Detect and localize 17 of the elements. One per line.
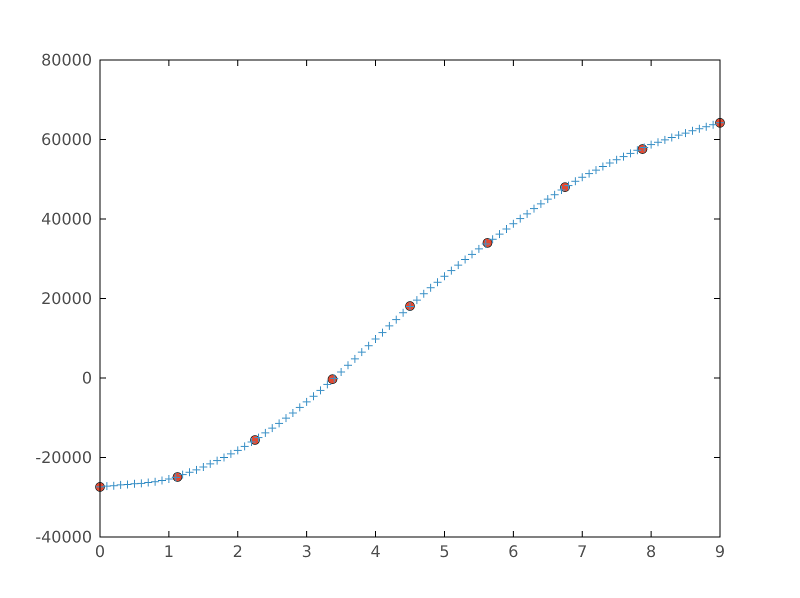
- x-tick-label: 9: [714, 542, 726, 561]
- y-tick-label: -40000: [35, 528, 92, 547]
- y-tick-label: 60000: [41, 130, 92, 150]
- x-tick-label: 4: [370, 542, 381, 561]
- y-tick-label: 0: [82, 368, 92, 388]
- x-tick-label: 8: [646, 542, 656, 561]
- y-tick-label: 40000: [41, 210, 92, 229]
- x-tick-label: 5: [439, 542, 450, 561]
- x-tick-label: 1: [164, 542, 174, 561]
- y-tick-label: 80000: [41, 50, 92, 70]
- x-tick-label: 2: [232, 542, 243, 561]
- x-tick-label: 0: [94, 542, 106, 561]
- x-tick-label: 3: [302, 542, 312, 561]
- x-tick-label: 6: [508, 542, 518, 561]
- y-tick-label: -20000: [35, 448, 92, 468]
- y-tick-label: 20000: [41, 289, 92, 308]
- x-tick-label: 7: [577, 542, 588, 561]
